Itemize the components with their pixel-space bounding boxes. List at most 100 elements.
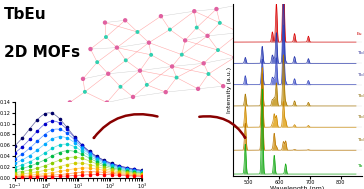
Point: [27, 147, 32, 150]
Point: [116, 165, 122, 168]
Point: [27, 169, 32, 172]
Point: [72, 145, 78, 148]
Point: [64, 163, 70, 166]
Point: [41, 174, 47, 177]
Point: [12, 145, 17, 148]
Point: [105, 72, 111, 75]
Point: [87, 153, 92, 156]
Point: [124, 167, 130, 170]
Point: [191, 10, 197, 13]
Point: [131, 169, 137, 172]
Point: [116, 171, 122, 174]
Point: [94, 170, 100, 173]
Point: [94, 160, 100, 163]
Point: [135, 30, 141, 33]
Point: [57, 173, 63, 176]
Point: [19, 163, 25, 167]
Point: [57, 122, 63, 125]
Point: [139, 169, 145, 172]
Point: [131, 171, 137, 174]
Point: [64, 143, 70, 146]
Point: [139, 174, 145, 177]
Point: [217, 21, 223, 24]
Point: [167, 28, 173, 31]
Point: [102, 159, 107, 162]
Point: [102, 161, 107, 164]
Point: [139, 175, 145, 178]
Point: [116, 164, 122, 167]
Point: [124, 171, 130, 174]
Point: [41, 152, 47, 155]
Point: [102, 159, 107, 162]
Point: [72, 162, 78, 165]
Point: [87, 160, 92, 163]
Point: [124, 167, 130, 170]
Point: [174, 76, 179, 79]
Point: [34, 167, 40, 170]
Point: [19, 153, 25, 156]
Point: [246, 1, 252, 4]
Point: [123, 59, 129, 62]
Point: [205, 34, 210, 37]
Point: [214, 8, 219, 11]
Point: [109, 163, 115, 166]
Point: [116, 167, 122, 170]
Point: [102, 162, 107, 165]
Point: [34, 149, 40, 152]
Point: [102, 160, 107, 163]
Y-axis label: Intensity (a.u.): Intensity (a.u.): [226, 67, 232, 113]
Point: [79, 147, 85, 150]
Point: [94, 157, 100, 160]
Point: [131, 175, 137, 178]
Point: [19, 137, 25, 140]
Point: [139, 169, 145, 172]
Point: [19, 176, 25, 179]
Point: [237, 31, 243, 34]
Point: [12, 171, 17, 174]
Point: [72, 136, 78, 139]
Point: [179, 53, 185, 56]
Point: [79, 167, 85, 170]
Point: [109, 172, 115, 175]
Point: [116, 173, 122, 176]
Point: [139, 171, 145, 174]
Point: [102, 173, 107, 176]
Point: [72, 156, 78, 159]
X-axis label: Wavelength (nm): Wavelength (nm): [270, 186, 325, 189]
Point: [79, 145, 85, 148]
Point: [116, 169, 122, 172]
Text: Tb$_{0.2}$Eu$_{0.8}$: Tb$_{0.2}$Eu$_{0.8}$: [357, 50, 364, 57]
Point: [34, 170, 40, 173]
Point: [116, 168, 122, 171]
Point: [79, 174, 85, 177]
Point: [102, 21, 108, 24]
Point: [49, 147, 55, 150]
Point: [41, 169, 47, 172]
Point: [41, 158, 47, 161]
Point: [64, 174, 70, 177]
Point: [34, 119, 40, 122]
Point: [124, 173, 130, 176]
Point: [12, 152, 17, 155]
Point: [109, 162, 115, 165]
Point: [109, 173, 115, 176]
Point: [64, 172, 70, 175]
Text: TbEu: TbEu: [4, 7, 47, 22]
Point: [146, 41, 152, 44]
Point: [67, 101, 73, 104]
Point: [109, 167, 115, 170]
Point: [34, 156, 40, 159]
Point: [94, 173, 100, 176]
Point: [124, 170, 130, 173]
Point: [19, 167, 25, 170]
Text: Tb: Tb: [357, 164, 362, 168]
Point: [124, 166, 130, 169]
Point: [109, 165, 115, 168]
Point: [103, 36, 109, 39]
Point: [102, 163, 107, 167]
Point: [57, 151, 63, 154]
Point: [194, 26, 199, 29]
Point: [137, 69, 143, 72]
Point: [102, 165, 107, 168]
Point: [57, 117, 63, 120]
